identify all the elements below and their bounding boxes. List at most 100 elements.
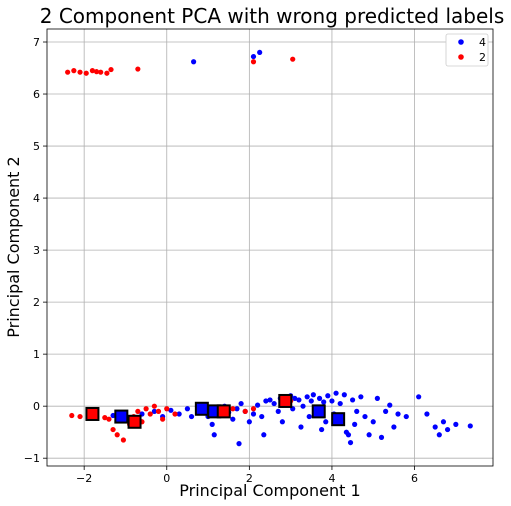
point-series-2 [242, 408, 248, 414]
point-series-4 [378, 434, 385, 440]
point-series-4 [325, 393, 331, 399]
point-series-2 [110, 426, 116, 433]
wrong-prediction-marker-4 [194, 401, 209, 416]
point-series-4 [275, 408, 281, 414]
point-series-2 [120, 437, 126, 443]
point-series-4 [321, 399, 327, 405]
point-series-4 [424, 411, 430, 417]
point-series-2 [143, 406, 149, 412]
point-series-4 [319, 426, 325, 433]
wrong-prediction-marker-2 [278, 393, 293, 408]
wrong-prediction-marker-4 [114, 409, 129, 424]
point-series-4 [362, 413, 368, 420]
legend-marker-4 [458, 39, 464, 45]
plot-frame [46, 28, 494, 467]
point-series-4 [352, 421, 358, 427]
point-series-4 [444, 426, 451, 433]
point-series-4 [436, 432, 442, 438]
point-series-2 [230, 406, 236, 412]
point-series-4 [383, 408, 389, 414]
x-ticks: −2 0 2 4 6 [76, 466, 418, 485]
point-series-4 [329, 398, 335, 404]
point-series-4 [349, 397, 356, 403]
point-series-4 [416, 394, 422, 400]
legend-label-2: 2 [479, 51, 486, 64]
point-series-4 [257, 49, 263, 56]
point-series-4 [403, 413, 409, 420]
point-series-4 [370, 419, 376, 425]
y-tick-label: −1 [24, 452, 40, 465]
y-tick-label: 3 [33, 244, 40, 257]
x-tick-label: 6 [411, 472, 418, 485]
point-series-4 [310, 392, 316, 398]
point-series-4 [337, 400, 343, 407]
point-series-2 [65, 69, 71, 75]
point-series-2 [250, 59, 257, 65]
y-tick-label: 5 [33, 140, 40, 153]
point-series-2 [135, 408, 141, 414]
point-series-4 [467, 423, 473, 429]
point-series-4 [387, 402, 393, 408]
point-series-2 [83, 70, 89, 76]
point-series-4 [366, 432, 372, 438]
y-tick-label: 1 [33, 348, 40, 361]
point-series-4 [308, 398, 314, 404]
point-series-4 [296, 397, 302, 403]
y-axis-label: Principal Component 2 [4, 156, 23, 337]
point-series-2 [89, 68, 96, 74]
point-series-4 [432, 424, 438, 430]
point-series-4 [184, 406, 191, 412]
x-tick-label: 2 [246, 472, 253, 485]
point-series-4 [238, 400, 244, 407]
point-series-4 [168, 407, 174, 413]
point-series-4 [316, 395, 323, 401]
point-series-2 [71, 68, 77, 74]
point-series-2 [250, 406, 257, 412]
point-series-4 [323, 419, 329, 425]
point-series-2 [108, 66, 114, 73]
point-series-4 [304, 394, 310, 400]
point-series-2 [160, 416, 166, 422]
point-series-4 [267, 397, 273, 403]
point-series-4 [209, 421, 215, 427]
y-ticks: −1 0 1 2 3 4 5 6 7 [24, 36, 47, 465]
point-series-4 [191, 59, 197, 65]
wrong-prediction-marker-4 [311, 404, 326, 419]
point-series-4 [440, 419, 447, 425]
point-series-4 [374, 395, 380, 401]
point-series-4 [250, 53, 257, 60]
data-points [65, 49, 473, 447]
point-series-2 [98, 69, 104, 75]
y-tick-label: 6 [33, 88, 40, 101]
point-series-4 [263, 398, 269, 404]
wrong-prediction-marker-2 [127, 414, 142, 429]
point-series-2 [77, 69, 83, 75]
point-series-4 [358, 394, 364, 400]
point-series-2 [172, 411, 178, 417]
point-series-2 [104, 70, 110, 76]
point-series-2 [77, 413, 83, 420]
legend-label-4: 4 [479, 36, 486, 49]
point-series-2 [93, 69, 100, 75]
point-series-4 [261, 432, 267, 438]
point-series-2 [106, 416, 112, 422]
point-series-4 [250, 411, 257, 417]
chart-title: 2 Component PCA with wrong predicted lab… [40, 4, 505, 28]
point-series-2 [147, 411, 153, 417]
legend: 42 [445, 33, 489, 67]
wrong-prediction-marker-2 [85, 406, 100, 421]
wrong-prediction-marker-2 [216, 404, 231, 419]
point-series-4 [298, 424, 304, 430]
highlighted-points [85, 393, 346, 429]
y-tick-label: 2 [33, 296, 40, 309]
point-series-2 [290, 56, 296, 62]
point-series-4 [347, 439, 354, 446]
point-series-4 [151, 408, 157, 414]
point-series-4 [236, 441, 242, 447]
point-series-4 [292, 395, 298, 401]
point-series-2 [164, 406, 170, 412]
point-series-4 [230, 416, 236, 422]
point-series-2 [102, 415, 108, 421]
point-series-2 [155, 408, 162, 414]
